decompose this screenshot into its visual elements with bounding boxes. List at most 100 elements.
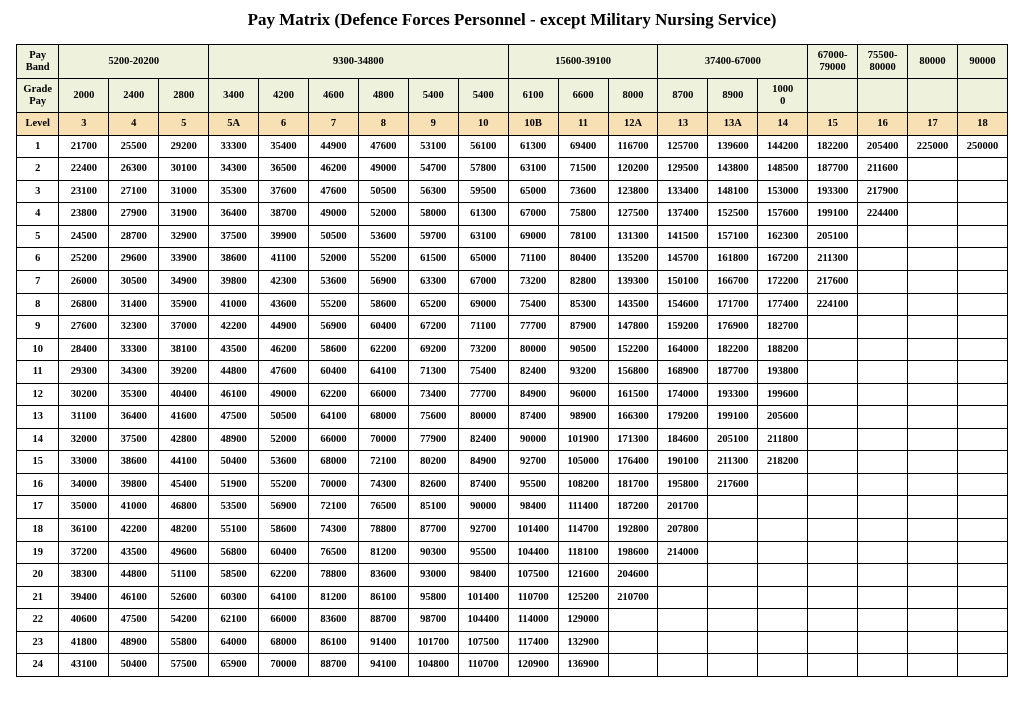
pay-cell: 83600 — [309, 609, 359, 632]
pay-cell — [708, 609, 758, 632]
pay-cell: 182700 — [758, 316, 808, 339]
pay-cell — [908, 361, 958, 384]
pay-cell: 90000 — [508, 428, 558, 451]
pay-cell: 217600 — [808, 271, 858, 294]
pay-cell: 47600 — [358, 135, 408, 158]
pay-cell: 127500 — [608, 203, 658, 226]
pay-cell: 91400 — [358, 631, 408, 654]
pay-cell: 101700 — [408, 631, 458, 654]
pay-cell: 132900 — [558, 631, 608, 654]
pay-cell: 104800 — [408, 654, 458, 677]
table-body: 1217002550029200333003540044900476005310… — [17, 135, 1008, 676]
pay-cell — [908, 496, 958, 519]
pay-cell: 50400 — [109, 654, 159, 677]
level-cell: 5 — [159, 113, 209, 136]
pay-cell: 139600 — [708, 135, 758, 158]
table-row: 7260003050034900398004230053600569006330… — [17, 271, 1008, 294]
pay-cell: 55200 — [259, 473, 309, 496]
pay-cell: 51100 — [159, 564, 209, 587]
pay-cell: 143800 — [708, 158, 758, 181]
pay-cell: 38300 — [59, 564, 109, 587]
pay-cell: 29300 — [59, 361, 109, 384]
pay-cell: 66000 — [358, 383, 408, 406]
pay-cell: 40400 — [159, 383, 209, 406]
pay-cell — [608, 609, 658, 632]
pay-cell: 61500 — [408, 248, 458, 271]
pay-cell: 42200 — [209, 316, 259, 339]
pay-cell: 28400 — [59, 338, 109, 361]
pay-cell: 217600 — [708, 473, 758, 496]
pay-cell: 60400 — [309, 361, 359, 384]
pay-cell — [708, 564, 758, 587]
pay-cell: 25500 — [109, 135, 159, 158]
pay-cell: 87900 — [558, 316, 608, 339]
pay-cell: 44800 — [109, 564, 159, 587]
pay-cell — [908, 564, 958, 587]
gradepay-cell: 8900 — [708, 79, 758, 113]
pay-cell: 46200 — [309, 158, 359, 181]
pay-cell: 187700 — [808, 158, 858, 181]
pay-cell: 205100 — [808, 225, 858, 248]
pay-cell: 147800 — [608, 316, 658, 339]
pay-cell: 93200 — [558, 361, 608, 384]
row-index: 14 — [17, 428, 59, 451]
page-title: Pay Matrix (Defence Forces Personnel - e… — [16, 10, 1008, 30]
pay-cell: 36100 — [59, 519, 109, 542]
pay-cell — [957, 406, 1007, 429]
pay-cell: 26000 — [59, 271, 109, 294]
pay-cell: 150100 — [658, 271, 708, 294]
pay-cell: 205100 — [708, 428, 758, 451]
pay-cell: 47500 — [209, 406, 259, 429]
pay-cell — [808, 496, 858, 519]
pay-cell: 46800 — [159, 496, 209, 519]
pay-cell: 69400 — [558, 135, 608, 158]
pay-cell: 116700 — [608, 135, 658, 158]
row-index: 6 — [17, 248, 59, 271]
pay-cell — [808, 564, 858, 587]
pay-cell: 61300 — [458, 203, 508, 226]
pay-cell — [908, 293, 958, 316]
pay-cell: 184600 — [658, 428, 708, 451]
pay-matrix-table: Pay Band 5200-202009300-3480015600-39100… — [16, 44, 1008, 677]
pay-cell — [708, 631, 758, 654]
pay-cell — [708, 496, 758, 519]
pay-cell: 32300 — [109, 316, 159, 339]
gradepay-cell: 2800 — [159, 79, 209, 113]
pay-cell: 195800 — [658, 473, 708, 496]
pay-cell: 56900 — [358, 271, 408, 294]
pay-cell: 144200 — [758, 135, 808, 158]
pay-cell: 43100 — [59, 654, 109, 677]
pay-cell: 85300 — [558, 293, 608, 316]
pay-cell: 41600 — [159, 406, 209, 429]
pay-cell: 81200 — [309, 586, 359, 609]
pay-cell — [858, 631, 908, 654]
pay-cell: 21700 — [59, 135, 109, 158]
pay-cell: 250000 — [957, 135, 1007, 158]
pay-cell — [957, 631, 1007, 654]
pay-cell — [957, 293, 1007, 316]
pay-cell: 129000 — [558, 609, 608, 632]
pay-cell: 27600 — [59, 316, 109, 339]
pay-cell: 71100 — [508, 248, 558, 271]
pay-cell: 58000 — [408, 203, 458, 226]
pay-cell: 37600 — [259, 180, 309, 203]
pay-cell: 34300 — [209, 158, 259, 181]
table-row: 1634000398004540051900552007000074300826… — [17, 473, 1008, 496]
pay-cell: 23800 — [59, 203, 109, 226]
row-index: 18 — [17, 519, 59, 542]
row-index: 12 — [17, 383, 59, 406]
pay-cell: 161500 — [608, 383, 658, 406]
pay-cell: 141500 — [658, 225, 708, 248]
pay-cell — [957, 654, 1007, 677]
pay-cell — [908, 654, 958, 677]
pay-cell — [957, 158, 1007, 181]
pay-cell: 63100 — [458, 225, 508, 248]
pay-cell — [908, 473, 958, 496]
level-cell: 18 — [957, 113, 1007, 136]
pay-cell — [957, 203, 1007, 226]
gradepay-cell — [908, 79, 958, 113]
pay-cell: 136900 — [558, 654, 608, 677]
pay-cell — [758, 609, 808, 632]
pay-cell: 45400 — [159, 473, 209, 496]
table-row: 1230200353004040046100490006220066000734… — [17, 383, 1008, 406]
